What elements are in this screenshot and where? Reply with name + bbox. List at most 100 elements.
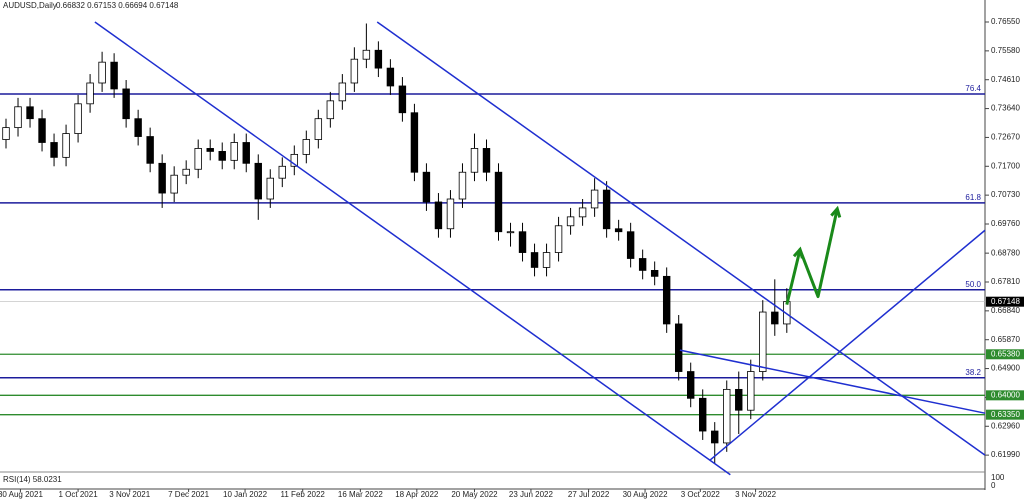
x-tick-label: 27 Jul 2022 [568,490,610,499]
candle-body [230,142,238,161]
x-tick-label: 18 Apr 2022 [395,490,439,499]
candle-body [362,49,371,60]
y-tick-label: 0.65870 [991,335,1020,344]
candle-body [62,133,70,158]
x-tick-label: 11 Feb 2022 [281,490,326,499]
x-tick-label: 10 Jan 2022 [223,490,268,499]
candle-body [602,189,611,230]
candle-body [134,118,142,137]
fib-label: 50.0 [965,280,981,289]
projection-arrowhead [830,205,842,218]
x-tick-label: 30 Aug 2021 [0,490,43,499]
support-price-box [986,349,1024,360]
y-tick-label: 0.67810 [991,277,1020,286]
rsi-tick-label: 100 [991,473,1005,482]
candle-body [554,225,563,253]
support-price-box [986,409,1024,420]
candle-body [26,106,34,120]
x-tick-label: 3 Nov 2022 [735,490,776,499]
support-price-label: 0.64000 [991,390,1020,399]
candle-body [686,371,695,399]
candle-body [662,275,671,325]
candle-body [218,151,226,161]
candle-body [290,153,299,167]
candle-body [590,189,599,209]
candle-body [170,174,178,194]
fib-label: 38.2 [965,368,981,377]
candle-body [723,388,731,444]
chart-title: AUDUSD,Daily [3,1,57,10]
candle-body [699,397,707,432]
candle-body [86,82,94,105]
x-tick-label: 20 May 2022 [451,490,498,499]
candle-body [254,162,262,200]
candle-body [410,112,419,173]
candle-body [2,127,10,140]
projection-path [785,208,839,305]
candle-body [578,207,587,218]
candle-body [735,388,743,411]
candle-body [530,252,539,268]
candle-body [434,201,443,230]
candle-body [350,58,359,84]
y-tick-label: 0.71700 [991,161,1020,170]
candle-body [470,148,479,173]
y-tick-label: 0.72670 [991,133,1020,142]
candle-body [98,61,106,84]
candle-body [494,171,503,233]
candle-body [122,88,130,120]
y-tick-label: 0.68780 [991,248,1020,257]
y-tick-label: 0.69760 [991,219,1020,228]
support-price-label: 0.63350 [991,410,1020,419]
y-tick-label: 0.76550 [991,17,1020,26]
x-tick-label: 7 Dec 2021 [168,490,209,499]
y-tick-label: 0.73640 [991,104,1020,113]
rsi-tick-label: 0 [991,481,996,490]
candle-body [242,142,250,164]
candle-body [458,171,467,200]
candle-body [326,100,335,120]
candle-body [482,148,491,173]
y-tick-label: 0.66840 [991,306,1020,315]
trendline [709,229,986,461]
candle-body [711,430,719,444]
y-tick-label: 0.62960 [991,421,1020,430]
trendline [679,349,986,414]
candle-body [338,82,347,102]
y-tick-label: 0.74610 [991,75,1020,84]
candle-body [650,269,659,277]
candle-body [518,231,527,253]
x-tick-label: 1 Oct 2021 [59,490,99,499]
y-tick-label: 0.64900 [991,364,1020,373]
candle-body [146,136,154,164]
support-price-box [986,390,1024,401]
candle-body [566,216,575,227]
x-tick-label: 30 Aug 2022 [623,490,668,499]
x-tick-label: 23 Jun 2022 [509,490,554,499]
candle-body [398,85,407,114]
candle-body [626,231,635,259]
fib-label: 61.8 [965,193,981,202]
candle-body [506,231,515,234]
trendline [94,21,731,476]
fib-label: 76.4 [965,84,981,93]
candle-body [446,198,455,230]
candle-body [614,228,623,233]
candle-body [50,142,58,158]
candle-body [386,67,395,87]
rsi-label: RSI(14) 58.0231 [3,475,62,484]
candle-body [302,139,311,155]
candle-body [314,118,323,140]
candle-body [194,148,202,170]
trendline [376,21,986,456]
candle-body [158,162,166,194]
support-price-label: 0.65380 [991,349,1020,358]
candle-body [374,49,383,69]
candle-body [38,118,46,143]
current-price-box [986,296,1024,307]
candle-body [759,311,767,372]
candle-body [206,148,214,152]
candle-body [110,61,118,90]
candle-body [747,371,755,411]
candle-body [182,168,190,176]
